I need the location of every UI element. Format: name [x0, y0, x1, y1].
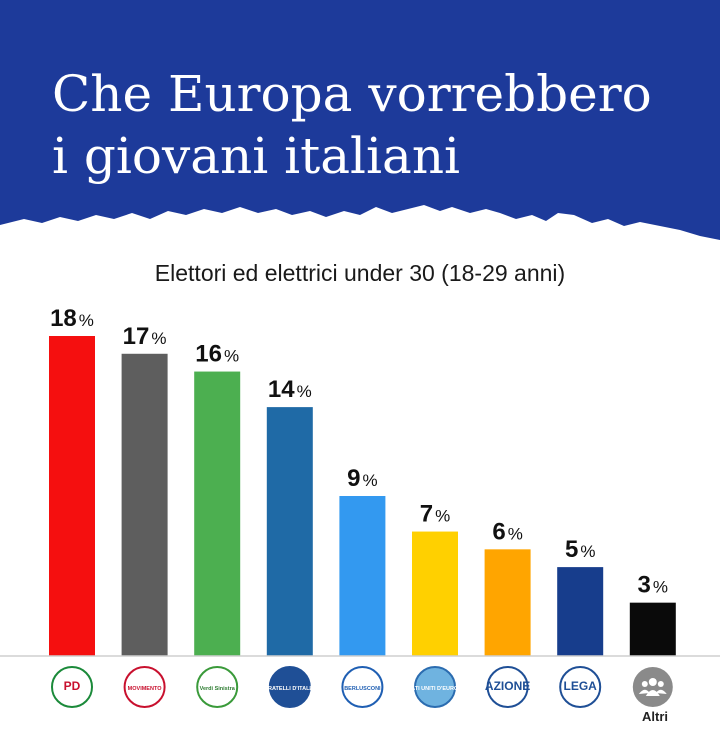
bar-1	[121, 353, 168, 656]
page-title-line-1: Che Europa vorrebbero	[52, 65, 652, 123]
azione-logo-icon: AZIONE	[485, 666, 530, 708]
value-label-7: 5%	[565, 536, 595, 563]
svg-text:BERLUSCONI: BERLUSCONI	[344, 686, 381, 692]
avs-logo-icon: Verdi Sinistra	[196, 666, 239, 708]
value-label-4: 9%	[347, 465, 377, 492]
svg-text:AZIONE: AZIONE	[485, 679, 530, 693]
svg-text:PD: PD	[64, 679, 81, 693]
value-label-6: 6%	[492, 518, 522, 545]
fdi-logo-icon: FRATELLI D'ITALIA	[265, 666, 315, 708]
page-title-line-2: i giovani italiani	[52, 127, 461, 185]
value-label-5: 7%	[420, 501, 450, 528]
chart-subtitle: Elettori ed elettrici under 30 (18-29 an…	[154, 260, 566, 286]
svg-text:LEGA: LEGA	[564, 679, 598, 693]
value-label-1: 17%	[123, 323, 167, 350]
value-label-0: 18%	[50, 305, 94, 332]
bar-0	[49, 336, 95, 656]
bar-8	[629, 602, 676, 656]
svg-text:Verdi Sinistra: Verdi Sinistra	[200, 686, 236, 692]
value-label-8: 3%	[638, 572, 668, 599]
sue-logo-icon: STATI UNITI D'EUROPA	[405, 666, 466, 708]
pd-logo-icon: PD	[51, 666, 93, 708]
people-icon	[632, 667, 673, 707]
bar-5	[412, 531, 458, 656]
svg-text:MOVIMENTO: MOVIMENTO	[128, 686, 163, 692]
svg-text:STATI UNITI D'EUROPA: STATI UNITI D'EUROPA	[405, 686, 466, 692]
value-label-3: 14%	[268, 376, 312, 403]
bar-6	[484, 549, 531, 656]
bar-3	[266, 407, 313, 656]
lega-logo-icon: LEGA	[559, 666, 602, 708]
m5s-logo-icon: MOVIMENTO	[123, 666, 166, 708]
altri-label: Altri	[642, 709, 668, 724]
bar-4	[339, 496, 386, 656]
fi-logo-icon: BERLUSCONI	[341, 666, 384, 708]
bar-2	[194, 371, 241, 656]
svg-text:FRATELLI D'ITALIA: FRATELLI D'ITALIA	[265, 686, 315, 692]
value-label-2: 16%	[195, 341, 239, 368]
header-banner: Che Europa vorrebbero i giovani italiani	[0, 0, 720, 260]
torn-paper-banner	[0, 0, 720, 240]
bar-7	[557, 567, 604, 656]
